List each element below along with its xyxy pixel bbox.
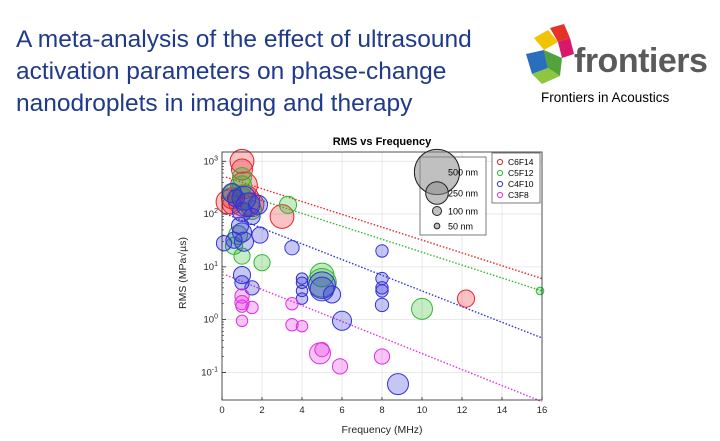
x-tick-label: 2 xyxy=(259,405,264,416)
series-legend-box xyxy=(491,152,541,204)
fit-line-c4f10 xyxy=(225,213,543,339)
journal-name: Frontiers in Acoustics xyxy=(541,90,670,105)
x-tick-label: 14 xyxy=(497,405,508,416)
point-c6f14 xyxy=(229,148,255,174)
fit-line-c5f12 xyxy=(225,188,543,292)
y-axis-label: RMS (MPa√µs) xyxy=(177,237,189,309)
x-tick-label: 16 xyxy=(537,405,548,416)
point-c4f10 xyxy=(309,276,335,302)
point-c3f8 xyxy=(331,358,349,375)
point-c4f10 xyxy=(374,297,390,313)
size-legend-label: 500 nm xyxy=(448,168,478,178)
point-c4f10 xyxy=(234,275,250,291)
point-c4f10 xyxy=(331,310,353,331)
x-tick-label: 10 xyxy=(417,405,428,416)
legend-marker-c6f14 xyxy=(496,158,504,166)
fit-line-c6f14 xyxy=(225,176,543,280)
legend-marker-c5f12 xyxy=(496,169,504,177)
point-c3f8 xyxy=(234,288,250,304)
point-c4f10 xyxy=(232,265,252,285)
size-legend-label: 250 nm xyxy=(448,189,478,199)
legend-label-c4f10: C4F10 xyxy=(508,179,534,189)
point-c4f10 xyxy=(244,280,260,296)
frontiers-cube-icon xyxy=(526,24,574,84)
point-c3f8 xyxy=(245,300,259,315)
point-c4f10 xyxy=(375,281,389,295)
point-c3f8 xyxy=(373,348,391,365)
fit-line-c3f8 xyxy=(225,274,543,403)
size-legend-marker xyxy=(431,205,443,217)
point-c4f10 xyxy=(251,226,269,244)
size-legend-marker xyxy=(425,181,449,205)
x-tick-label: 12 xyxy=(457,405,468,416)
legend-marker-c3f8 xyxy=(496,191,504,199)
size-legend-label: 100 nm xyxy=(448,207,478,217)
point-c5f12 xyxy=(253,254,271,272)
point-c3f8 xyxy=(235,299,249,313)
brand-name: frontiers xyxy=(574,42,708,80)
fit-lines xyxy=(225,176,543,403)
point-c3f8 xyxy=(314,341,330,358)
point-c5f12 xyxy=(535,286,545,296)
frontiers-logo: frontiers xyxy=(524,24,720,104)
point-c5f12 xyxy=(278,195,298,214)
y-tick-label: 102 xyxy=(204,208,219,220)
legend-marker-c4f10 xyxy=(496,180,504,188)
page-title: A meta-analysis of the effect of ultraso… xyxy=(16,26,472,117)
point-c5f12 xyxy=(411,297,433,320)
point-c5f12 xyxy=(233,247,251,265)
point-c4f10 xyxy=(375,244,389,258)
legend-label-c5f12: C5F12 xyxy=(508,168,534,178)
x-tick-label: 8 xyxy=(379,405,384,416)
point-c3f8 xyxy=(285,318,299,332)
axis-ticks: 0 2 4 6 8 10 12 14 16 10-1 100 101 102 103 xyxy=(201,155,547,416)
legend-label-c3f8: C3F8 xyxy=(508,190,529,200)
size-legend: 500 nm 250 nm 100 nm 50 nm xyxy=(413,148,487,236)
point-c4f10 xyxy=(387,373,409,396)
x-tick-label: 6 xyxy=(339,405,344,416)
point-c4f10 xyxy=(231,201,253,222)
size-legend-label: 50 nm xyxy=(448,222,473,232)
point-c4f10 xyxy=(284,240,300,256)
data-points xyxy=(215,148,545,396)
x-tick-label: 4 xyxy=(299,405,304,416)
chart-title: RMS vs Frequency xyxy=(333,136,432,148)
size-legend-marker xyxy=(433,222,441,230)
point-c3f8 xyxy=(285,297,299,311)
point-c4f10 xyxy=(225,231,243,249)
x-axis-label: Frequency (MHz) xyxy=(341,424,422,436)
point-c6f14 xyxy=(456,289,476,308)
legend-label-c6f14: C6F14 xyxy=(508,157,534,167)
point-c4f10 xyxy=(231,185,257,211)
point-c4f10 xyxy=(322,285,342,304)
point-c4f10 xyxy=(295,272,309,285)
point-c4f10 xyxy=(243,207,261,226)
point-c4f10 xyxy=(308,271,336,299)
y-tick-label: 100 xyxy=(204,314,219,326)
y-tick-label: 10-1 xyxy=(201,366,218,378)
point-c6f14 xyxy=(269,204,295,229)
y-tick-label: 103 xyxy=(204,155,219,167)
point-c4f10 xyxy=(375,284,389,298)
x-tick-label: 0 xyxy=(219,405,224,416)
point-c4f10 xyxy=(233,231,255,252)
y-tick-label: 101 xyxy=(204,261,219,273)
point-c3f8 xyxy=(235,314,249,328)
point-c3f8 xyxy=(295,320,309,333)
